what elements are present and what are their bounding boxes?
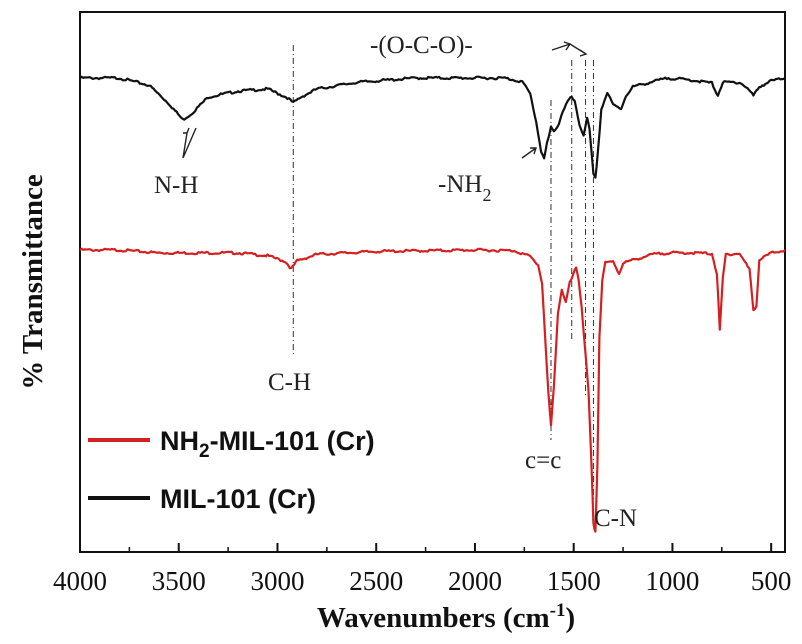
x-tick-label-4000: 4000 xyxy=(53,566,107,596)
legend: NH2-MIL-101 (Cr) MIL-101 (Cr) xyxy=(88,426,375,514)
arrow-nh-icon xyxy=(182,127,197,159)
annotation-nh: N-H xyxy=(154,172,198,199)
annotation-cc: c=c xyxy=(525,447,561,474)
series-layer xyxy=(79,75,786,533)
x-tick-label-2500: 2500 xyxy=(349,566,403,596)
annotation-ch: C-H xyxy=(268,369,311,396)
plot-frame xyxy=(79,11,786,553)
series-line-mil-101 xyxy=(79,75,786,179)
annotation-nh2-main: -NH xyxy=(438,171,482,198)
annotation-nh2: -NH2 xyxy=(438,171,491,205)
annotation-nh2-sub: 2 xyxy=(482,185,491,205)
legend-label-nh2-sub: 2 xyxy=(199,441,210,462)
x-axis-label-main: Wavenumbers (cm xyxy=(317,602,550,634)
annotation-cn: C-N xyxy=(594,505,637,532)
series-line-nh2-mil-101 xyxy=(79,247,786,533)
legend-label-nh2-main: NH xyxy=(160,426,199,456)
y-axis-label: % Transmittance xyxy=(17,174,49,390)
legend-label-nh2-mil-101: NH2-MIL-101 (Cr) xyxy=(160,426,375,462)
x-axis-label-close: ) xyxy=(565,602,575,634)
arrow-oco-icon xyxy=(551,41,588,57)
x-tick-label-2000: 2000 xyxy=(448,566,502,596)
x-tick-label-1000: 1000 xyxy=(645,566,699,596)
x-axis-label: Wavenumbers (cm-1) xyxy=(317,600,575,634)
plot-axes xyxy=(79,11,786,553)
x-tick-label-3500: 3500 xyxy=(152,566,206,596)
legend-label-nh2-rest: -MIL-101 (Cr) xyxy=(210,426,375,456)
x-axis-label-superscript: -1 xyxy=(550,600,566,621)
arrow-nh2-icon xyxy=(521,147,537,159)
vertical-guide-lines xyxy=(292,45,594,500)
x-tick-labels: 4000 3500 3000 2500 2000 1500 1000 500 xyxy=(53,543,791,596)
annotation-oco: -(O-C-O)- xyxy=(370,32,473,59)
legend-label-mil-101: MIL-101 (Cr) xyxy=(160,484,316,514)
x-tick-label-3000: 3000 xyxy=(250,566,304,596)
x-tick-label-500: 500 xyxy=(751,566,792,596)
x-tick-label-1500: 1500 xyxy=(547,566,601,596)
